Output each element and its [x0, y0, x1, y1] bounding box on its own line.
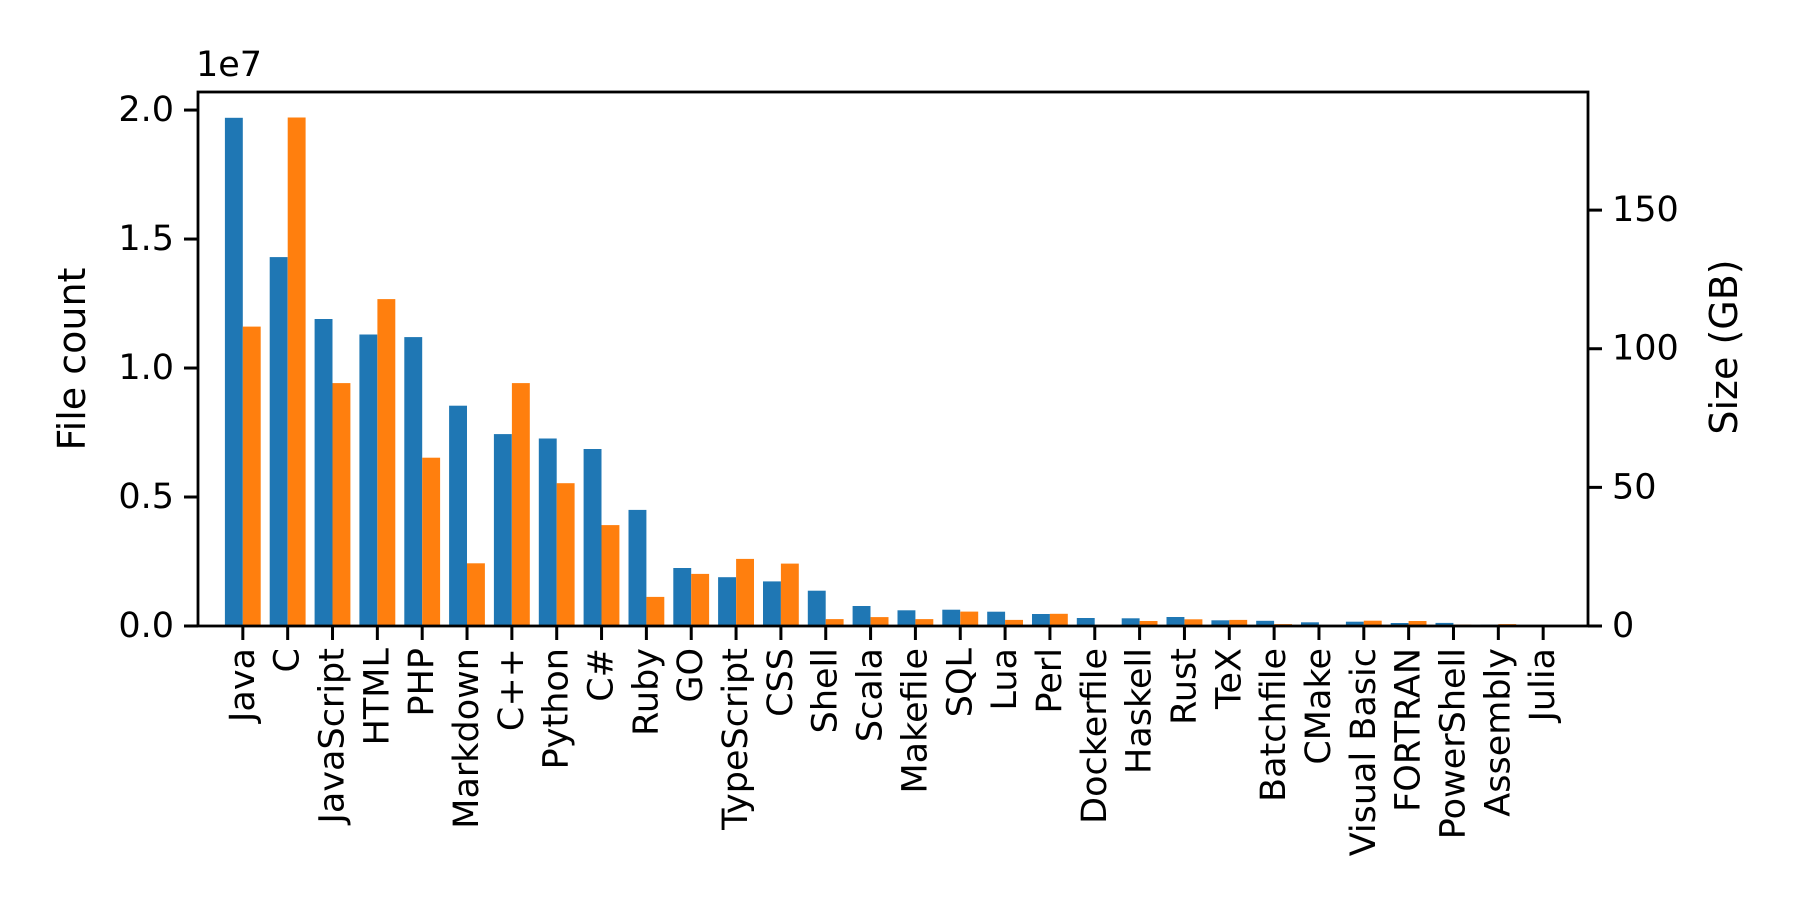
- bar-size-makefile: [915, 619, 934, 626]
- bar-size-perl: [1049, 613, 1068, 626]
- x-tick-label-php: PHP: [402, 648, 442, 717]
- y-right-tick-label: 150: [1612, 190, 1679, 230]
- bar-files-scala: [852, 606, 871, 626]
- x-tick-label-makefile: Makefile: [895, 648, 935, 794]
- x-tick-label-sql: SQL: [940, 648, 980, 718]
- bar-size-php: [422, 457, 441, 626]
- x-tick-label-shell: Shell: [806, 648, 846, 733]
- bar-files-go: [673, 568, 692, 626]
- bar-files-ruby: [628, 509, 647, 626]
- y-right-tick-label: 100: [1612, 329, 1679, 369]
- x-tick-label-markdown: Markdown: [447, 648, 487, 829]
- bar-size-sql: [960, 611, 979, 626]
- y-left-tick-label: 1.0: [118, 348, 174, 388]
- x-tick-label-assembly: Assembly: [1478, 648, 1518, 817]
- x-tick-label-visual-basic: Visual Basic: [1344, 648, 1384, 856]
- bar-files-c: [269, 257, 288, 626]
- bar-files-dockerfile: [1076, 618, 1095, 626]
- bar-size-tex: [1229, 619, 1248, 626]
- x-tick-label-c: C: [268, 648, 308, 672]
- x-tick-label-dockerfile: Dockerfile: [1075, 648, 1115, 824]
- bar-size-c: [511, 383, 530, 626]
- y-right-tick-label: 50: [1612, 467, 1657, 507]
- x-tick-label-html: HTML: [357, 648, 397, 746]
- bar-files-css: [763, 581, 781, 626]
- bar-files-java: [224, 117, 243, 627]
- y-left-offset-text: 1e7: [196, 45, 262, 85]
- bar-files-cmake: [1301, 622, 1319, 626]
- bar-size-fortran: [1408, 621, 1427, 626]
- x-tick-label-batchfile: Batchfile: [1254, 648, 1294, 802]
- bar-size-go: [691, 573, 710, 626]
- y-left-axis-label: File count: [50, 268, 94, 451]
- bar-size-haskell: [1139, 621, 1158, 626]
- bar-size-markdown: [467, 563, 485, 626]
- bar-files-markdown: [449, 405, 467, 626]
- plot-spines: [196, 90, 1590, 628]
- x-tick-label-java: Java: [223, 648, 263, 724]
- x-tick-label-javascript: JavaScript: [313, 648, 353, 825]
- x-tick-label-tex: TeX: [1209, 648, 1249, 710]
- x-tick-label-powershell: PowerShell: [1434, 648, 1474, 839]
- bar-files-rust: [1166, 617, 1185, 626]
- bar-files-lua: [987, 611, 1006, 626]
- y-right-tick-label: 0: [1612, 606, 1634, 646]
- bar-files-haskell: [1121, 618, 1140, 626]
- bar-size-shell: [825, 619, 844, 626]
- bar-size-java: [242, 326, 261, 626]
- bar-size-python: [556, 483, 575, 626]
- bar-size-javascript: [332, 383, 351, 626]
- bar-size-css: [780, 563, 799, 626]
- bar-files-sql: [942, 609, 961, 626]
- x-tick-label-go: GO: [671, 648, 711, 703]
- x-tick-label-c: C++: [492, 648, 532, 731]
- bar-files-perl: [1032, 614, 1050, 626]
- bar-files-c: [583, 449, 602, 626]
- x-tick-label-haskell: Haskell: [1120, 648, 1160, 774]
- bar-size-html: [377, 299, 396, 626]
- bar-files-tex: [1211, 620, 1230, 626]
- bar-files-javascript: [314, 319, 333, 626]
- x-tick-label-typescript: TypeScript: [716, 648, 756, 831]
- bar-files-batchfile: [1256, 620, 1275, 626]
- x-tick-label-css: CSS: [761, 648, 801, 717]
- bar-size-typescript: [736, 558, 754, 626]
- x-tick-label-lua: Lua: [985, 648, 1025, 711]
- bar-files-c: [493, 434, 512, 626]
- x-tick-label-perl: Perl: [1030, 648, 1070, 714]
- bar-size-scala: [870, 617, 889, 626]
- bar-files-fortran: [1390, 623, 1409, 626]
- y-left-tick-label: 0.5: [118, 477, 174, 517]
- x-tick-label-rust: Rust: [1165, 648, 1205, 725]
- y-left-tick-label: 0.0: [118, 606, 174, 646]
- x-tick-label-c: C#: [582, 648, 622, 702]
- bar-size-ruby: [646, 596, 665, 626]
- x-tick-label-cmake: CMake: [1299, 648, 1339, 765]
- y-right-axis-label: Size (GB): [1702, 259, 1746, 434]
- x-tick-label-ruby: Ruby: [626, 648, 666, 736]
- bar-size-c: [287, 117, 306, 626]
- bar-files-shell: [807, 590, 826, 626]
- bar-files-html: [359, 334, 378, 626]
- bar-files-powershell: [1435, 622, 1454, 626]
- x-tick-label-julia: Julia: [1523, 648, 1563, 723]
- bar-size-lua: [1005, 619, 1023, 626]
- y-left-tick-label: 1.5: [118, 219, 174, 259]
- bar-size-rust: [1184, 619, 1203, 626]
- bar-files-php: [404, 337, 423, 626]
- bar-size-visual-basic: [1363, 620, 1382, 626]
- bar-files-python: [538, 438, 557, 626]
- bar-files-visual-basic: [1345, 621, 1364, 626]
- x-tick-label-scala: Scala: [851, 648, 891, 742]
- bar-size-c: [601, 525, 620, 626]
- bar-files-typescript: [718, 577, 736, 626]
- x-tick-label-fortran: FORTRAN: [1389, 648, 1429, 812]
- y-left-tick-label: 2.0: [118, 90, 174, 130]
- bar-files-makefile: [897, 610, 916, 626]
- x-tick-label-python: Python: [537, 648, 577, 769]
